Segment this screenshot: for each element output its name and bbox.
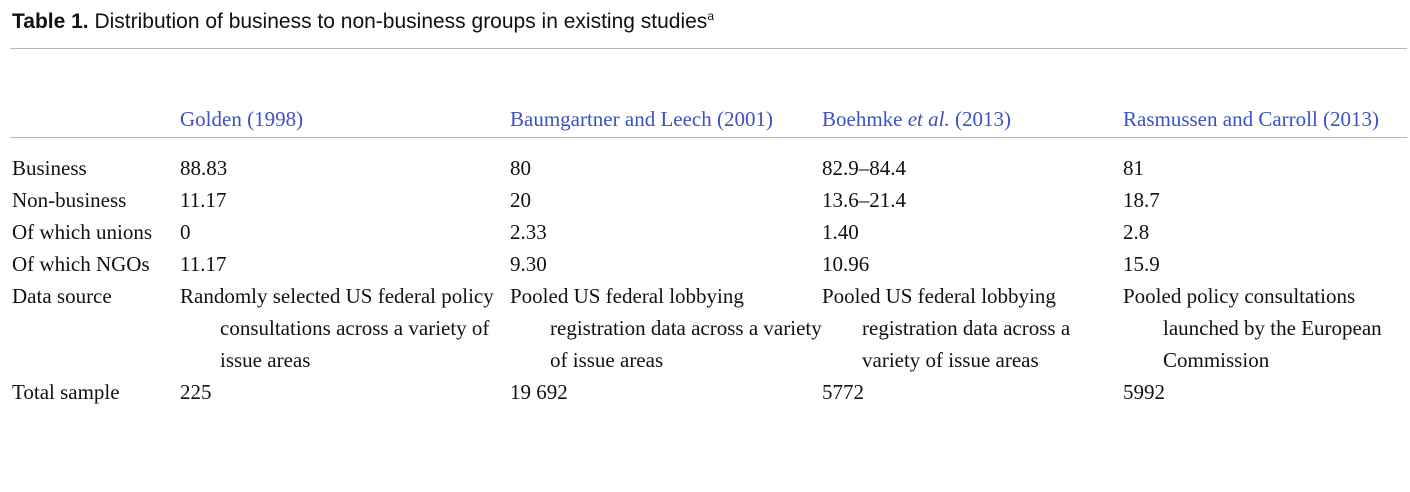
table-caption: Table 1. Distribution of business to non… — [12, 10, 1392, 34]
header-boehmke-year: (2013) — [949, 107, 1011, 131]
table-row-business: Business 88.83 80 82.9–84.4 81 — [12, 138, 1402, 184]
cell: 11.17 — [180, 188, 227, 212]
header-rasmussen[interactable]: Rasmussen and Carroll (2013) — [1123, 107, 1380, 131]
cell: 81 — [1123, 156, 1144, 180]
cell: Randomly selected US federal policy cons… — [180, 284, 494, 372]
header-rule — [10, 137, 1407, 138]
row-label: Total sample — [12, 380, 120, 404]
cell: 5992 — [1123, 380, 1165, 404]
cell: 19 692 — [510, 380, 568, 404]
header-row: Golden (1998) Baumgartner and Leech (200… — [12, 58, 1402, 138]
row-label: Data source — [12, 284, 112, 308]
table-row-data-source: Data source Randomly selected US federal… — [12, 280, 1402, 376]
cell: 15.9 — [1123, 252, 1160, 276]
cell: 10.96 — [822, 252, 870, 276]
cell: 2.33 — [510, 220, 547, 244]
header-boehmke-etal: et al. — [907, 107, 950, 131]
cell: Pooled US federal lobbying registration … — [510, 284, 822, 372]
row-label: Business — [12, 156, 87, 180]
cell: 13.6–21.4 — [822, 188, 906, 212]
header-boehmke-name: Boehmke — [822, 107, 908, 131]
cell: Pooled US federal lobbying registration … — [822, 284, 1071, 372]
table-row-non-business: Non-business 11.17 20 13.6–21.4 18.7 — [12, 184, 1402, 216]
row-label: Of which unions — [12, 220, 152, 244]
row-label: Of which NGOs — [12, 252, 150, 276]
top-rule — [10, 48, 1407, 49]
cell: 11.17 — [180, 252, 227, 276]
cell: 9.30 — [510, 252, 547, 276]
cell: 225 — [180, 380, 212, 404]
table-label: Table 1. — [12, 10, 89, 33]
cell: 2.8 — [1123, 220, 1150, 244]
cell: 1.40 — [822, 220, 859, 244]
cell: 80 — [510, 156, 531, 180]
header-boehmke[interactable]: Boehmke et al. (2013) — [822, 58, 1123, 138]
cell: 0 — [180, 220, 191, 244]
table-row-total-sample: Total sample 225 19 692 5772 5992 — [12, 376, 1402, 408]
cell: Pooled policy consultations launched by … — [1123, 284, 1382, 372]
footnote-mark: a — [707, 9, 714, 23]
cell: 82.9–84.4 — [822, 156, 906, 180]
cell: 88.83 — [180, 156, 228, 180]
table-row-unions: Of which unions 0 2.33 1.40 2.8 — [12, 216, 1402, 248]
table-row-ngos: Of which NGOs 11.17 9.30 10.96 15.9 — [12, 248, 1402, 280]
header-baumgartner[interactable]: Baumgartner and Leech (2001) — [510, 107, 773, 131]
header-stub — [12, 58, 180, 138]
data-table: Golden (1998) Baumgartner and Leech (200… — [12, 58, 1402, 408]
cell: 18.7 — [1123, 188, 1160, 212]
caption-text: Distribution of business to non-business… — [88, 10, 708, 33]
header-golden[interactable]: Golden (1998) — [180, 107, 304, 131]
cell: 20 — [510, 188, 531, 212]
cell: 5772 — [822, 380, 864, 404]
row-label: Non-business — [12, 188, 127, 212]
